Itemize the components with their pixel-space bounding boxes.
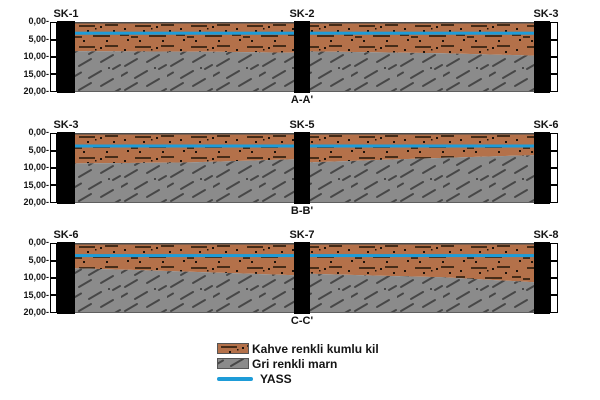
depth-tick-label: 15,00- bbox=[23, 68, 49, 79]
borehole-label: SK-5 bbox=[289, 119, 315, 131]
borehole-column-left bbox=[57, 21, 75, 93]
legend-swatch-water-line bbox=[217, 376, 253, 381]
depth-tick-label: 20,00- bbox=[23, 307, 49, 317]
scale-tick bbox=[51, 260, 56, 262]
scale-tick bbox=[551, 184, 557, 186]
legend-item-marl: Gri renkli marn bbox=[217, 356, 379, 371]
borehole-label: SK-7 bbox=[289, 229, 315, 241]
scale-tick bbox=[51, 294, 56, 296]
scale-tick bbox=[551, 39, 557, 41]
scale-tick bbox=[551, 56, 557, 58]
borehole-label: SK-2 bbox=[289, 8, 315, 20]
scale-tick bbox=[51, 150, 56, 152]
legend-label: Gri renkli marn bbox=[252, 356, 338, 371]
borehole-label: SK-6 bbox=[53, 229, 79, 241]
legend-swatch-clay bbox=[217, 343, 249, 354]
depth-tick-label: 20,00- bbox=[23, 86, 49, 96]
depth-tick-label: 10,00- bbox=[23, 272, 49, 282]
legend-swatch-rect bbox=[217, 358, 249, 369]
depth-tick-label: 0,00- bbox=[28, 237, 49, 247]
legend-label: Kahve renkli kumlu kil bbox=[252, 341, 379, 356]
borehole-label: SK-3 bbox=[53, 119, 79, 131]
section-label: B-B' bbox=[290, 205, 314, 217]
depth-tick-label: 5,00- bbox=[28, 254, 49, 265]
borehole-label: SK-1 bbox=[53, 8, 79, 20]
depth-tick-label: 10,00- bbox=[23, 51, 49, 61]
legend-label: YASS bbox=[260, 371, 292, 386]
borehole-column-right bbox=[534, 242, 550, 314]
borehole-column-left bbox=[57, 242, 75, 314]
section-label: C-C' bbox=[290, 315, 314, 327]
borehole-column-middle bbox=[294, 132, 310, 204]
legend-item-clay: Kahve renkli kumlu kil bbox=[217, 341, 379, 356]
depth-scale-bar-right bbox=[550, 22, 558, 92]
scale-tick bbox=[551, 167, 557, 169]
scale-tick bbox=[51, 56, 56, 58]
depth-tick-label: 15,00- bbox=[23, 179, 49, 190]
legend: Kahve renkli kumlu kil Gri renkli marn YAS… bbox=[217, 341, 379, 386]
section-label: A-A' bbox=[290, 94, 314, 106]
borehole-column-right bbox=[534, 132, 550, 204]
depth-tick-label: 10,00- bbox=[23, 162, 49, 172]
scale-tick bbox=[551, 277, 557, 279]
borehole-column-middle bbox=[294, 242, 310, 314]
depth-tick-label: 0,00- bbox=[28, 127, 49, 137]
scale-tick bbox=[551, 73, 557, 75]
borehole-column-left bbox=[57, 132, 75, 204]
legend-item-water: YASS bbox=[217, 371, 379, 386]
depth-tick-label: 20,00- bbox=[23, 197, 49, 207]
depth-scale-bar-left bbox=[50, 22, 57, 92]
scale-tick bbox=[51, 184, 56, 186]
borehole-label: SK-8 bbox=[533, 229, 559, 241]
depth-tick-label: 5,00- bbox=[28, 33, 49, 44]
legend-swatch-rect bbox=[217, 343, 249, 354]
depth-tick-label: 0,00- bbox=[28, 16, 49, 26]
borehole-column-middle bbox=[294, 21, 310, 93]
borehole-label: SK-3 bbox=[533, 8, 559, 20]
scale-tick bbox=[551, 150, 557, 152]
depth-scale-bar-right bbox=[550, 133, 558, 203]
borehole-label: SK-6 bbox=[533, 119, 559, 131]
scale-tick bbox=[51, 73, 56, 75]
scale-tick bbox=[551, 260, 557, 262]
depth-scale-bar-left bbox=[50, 243, 57, 313]
scale-tick bbox=[51, 277, 56, 279]
depth-scale-bar-left bbox=[50, 133, 57, 203]
scale-tick bbox=[51, 167, 56, 169]
scale-tick bbox=[51, 39, 56, 41]
depth-scale-bar-right bbox=[550, 243, 558, 313]
borehole-column-right bbox=[534, 21, 550, 93]
legend-swatch-marl bbox=[217, 358, 249, 369]
depth-tick-label: 15,00- bbox=[23, 289, 49, 300]
depth-tick-label: 5,00- bbox=[28, 144, 49, 155]
scale-tick bbox=[551, 294, 557, 296]
